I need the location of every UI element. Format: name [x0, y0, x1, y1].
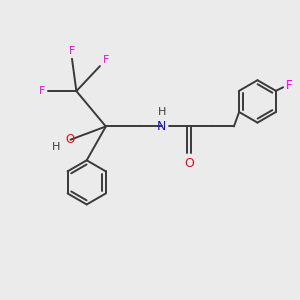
- Text: F: F: [286, 79, 293, 92]
- Text: F: F: [39, 86, 46, 96]
- Text: F: F: [103, 55, 109, 64]
- Text: H: H: [52, 142, 60, 152]
- Text: N: N: [157, 120, 167, 133]
- Text: F: F: [69, 46, 75, 56]
- Text: O: O: [184, 158, 194, 170]
- Text: H: H: [158, 107, 166, 117]
- Text: O: O: [66, 133, 75, 146]
